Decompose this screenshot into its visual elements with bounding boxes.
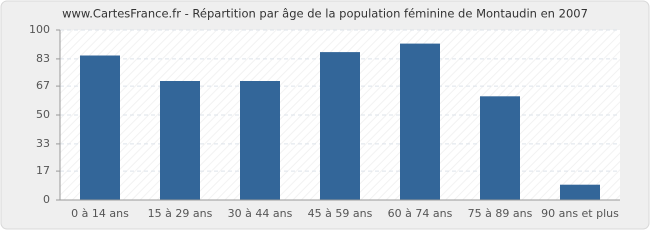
y-tick-label: 100 <box>29 23 50 36</box>
y-tick-label: 33 <box>36 137 50 150</box>
bar <box>240 81 280 200</box>
y-tick-label: 17 <box>36 164 50 177</box>
x-tick-label: 90 ans et plus <box>541 207 619 220</box>
bar <box>560 184 600 200</box>
bar <box>480 96 520 200</box>
bar <box>320 52 360 200</box>
y-tick-label: 67 <box>36 79 50 92</box>
page: www.CartesFrance.fr - Répartition par âg… <box>0 0 650 230</box>
bar <box>160 81 200 200</box>
bar <box>400 43 440 200</box>
y-tick-label: 50 <box>36 108 50 121</box>
x-tick-label: 0 à 14 ans <box>71 207 129 220</box>
x-tick-label: 45 à 59 ans <box>308 207 373 220</box>
bar <box>80 55 120 200</box>
x-tick-label: 15 à 29 ans <box>148 207 213 220</box>
x-tick-label: 75 à 89 ans <box>468 207 533 220</box>
chart-title: www.CartesFrance.fr - Répartition par âg… <box>62 7 588 21</box>
y-tick-label: 0 <box>43 193 50 206</box>
x-tick-label: 60 à 74 ans <box>388 207 453 220</box>
y-tick-label: 83 <box>36 52 50 65</box>
x-tick-label: 30 à 44 ans <box>228 207 293 220</box>
chart: www.CartesFrance.fr - Répartition par âg… <box>0 0 650 230</box>
